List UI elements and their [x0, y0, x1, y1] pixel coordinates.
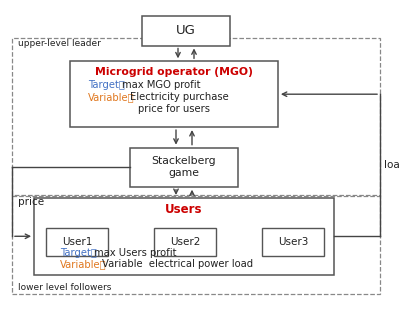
Text: Users: Users [165, 203, 203, 215]
Text: Electricity purchase: Electricity purchase [130, 92, 229, 102]
Text: User1: User1 [62, 237, 92, 247]
Text: max Users profit: max Users profit [94, 248, 176, 258]
Text: User3: User3 [278, 237, 308, 247]
Text: max MGO profit: max MGO profit [122, 80, 200, 90]
Text: Microgrid operator (MGO): Microgrid operator (MGO) [95, 67, 253, 77]
Text: Target：: Target： [88, 80, 125, 90]
Text: Stackelberg
game: Stackelberg game [152, 156, 216, 178]
Text: lower level followers: lower level followers [18, 283, 111, 292]
Text: upper-level leader: upper-level leader [18, 39, 101, 48]
FancyBboxPatch shape [262, 228, 324, 256]
FancyBboxPatch shape [70, 61, 278, 127]
Text: Variable：: Variable： [60, 259, 107, 269]
Text: load: load [384, 160, 400, 170]
Text: User2: User2 [170, 237, 200, 247]
FancyBboxPatch shape [46, 228, 108, 256]
Text: price: price [18, 197, 44, 207]
FancyBboxPatch shape [34, 198, 334, 275]
FancyBboxPatch shape [154, 228, 216, 256]
FancyBboxPatch shape [130, 148, 238, 187]
FancyBboxPatch shape [142, 16, 230, 46]
Text: Target：: Target： [60, 248, 97, 258]
Text: UG: UG [176, 24, 196, 37]
Text: Variable：: Variable： [88, 92, 135, 102]
Text: price for users: price for users [138, 104, 210, 114]
Text: Variable  electrical power load: Variable electrical power load [102, 259, 253, 269]
